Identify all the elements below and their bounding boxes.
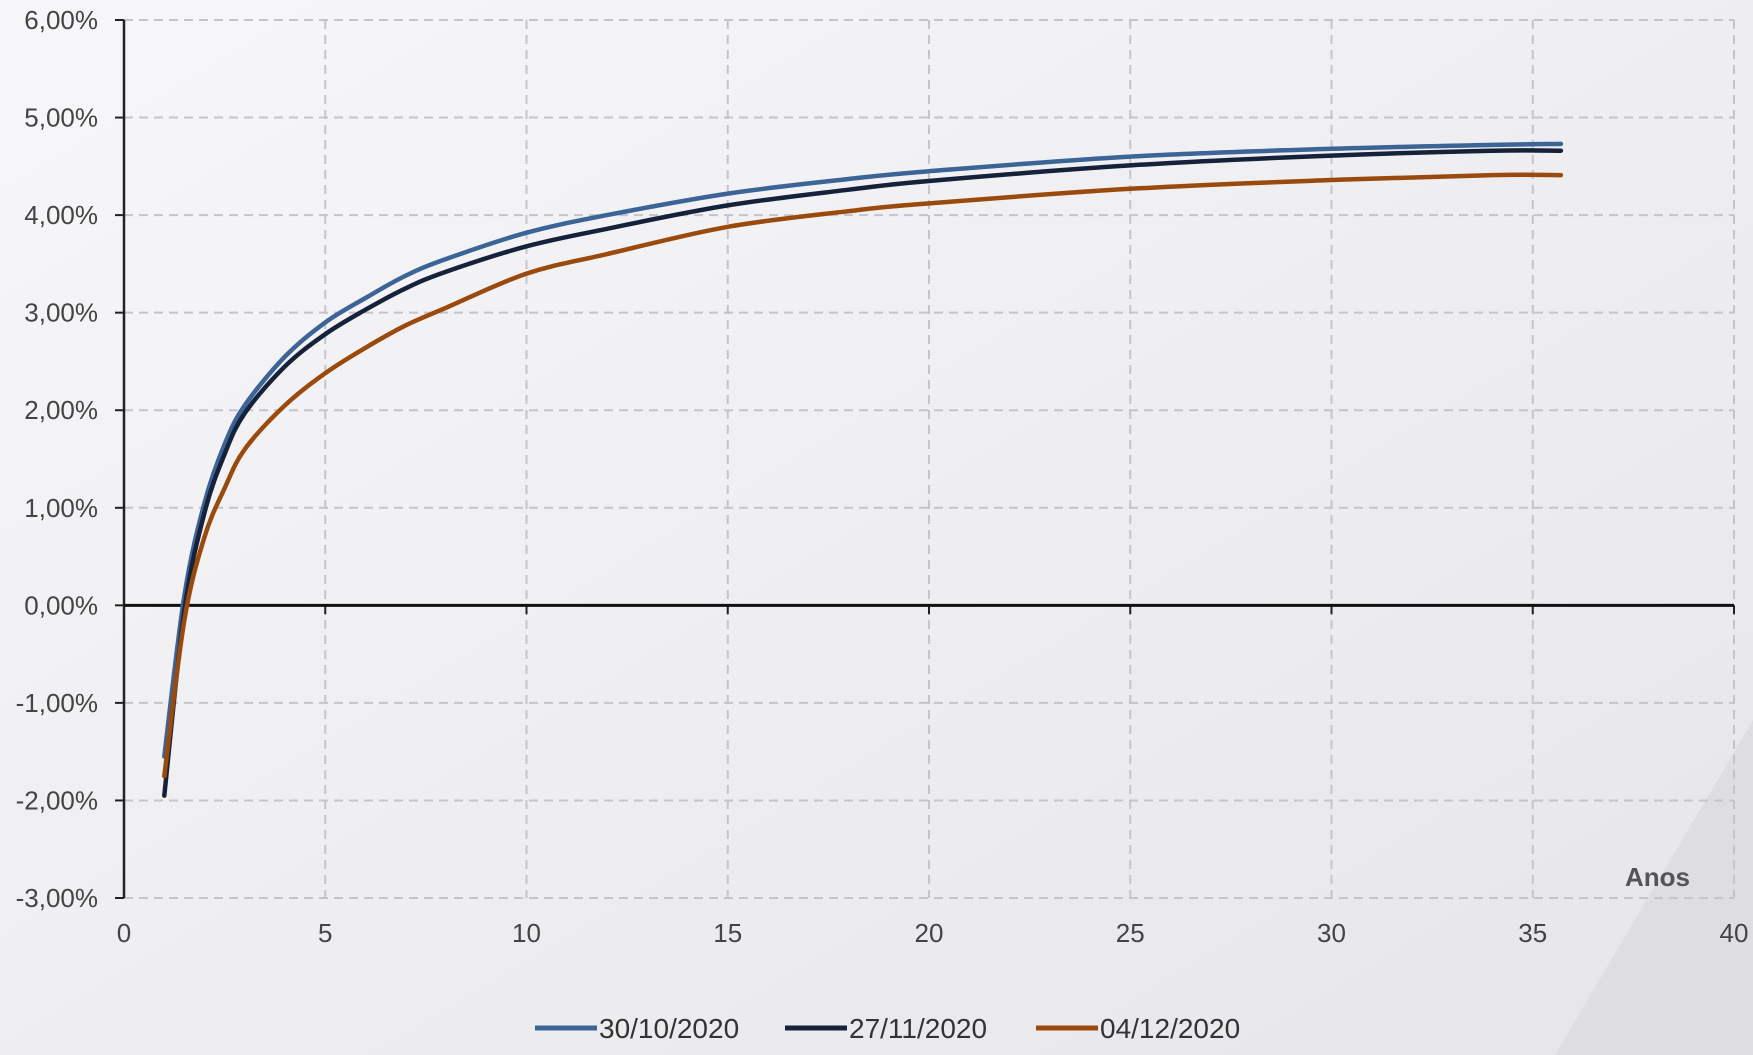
y-tick-label: -1,00% — [16, 688, 98, 718]
axes — [115, 19, 1735, 899]
x-tick-label: 30 — [1317, 918, 1346, 948]
x-tick-label: 15 — [713, 918, 742, 948]
y-tick-label: -2,00% — [16, 785, 98, 815]
legend-label-1: 30/10/2020 — [599, 1013, 739, 1044]
x-axis-title: Anos — [1625, 862, 1690, 892]
y-tick-label: 0,00% — [24, 590, 98, 620]
x-tick-label: 25 — [1116, 918, 1145, 948]
y-tick-label: 5,00% — [24, 103, 98, 133]
series-line-1 — [162, 141, 1564, 759]
legend: 30/10/2020 27/11/2020 04/12/2020 — [535, 1013, 1240, 1044]
legend-label-3: 04/12/2020 — [1100, 1013, 1240, 1044]
x-tick-label: 35 — [1518, 918, 1547, 948]
series-line-2 — [162, 148, 1564, 798]
x-tick-label: 0 — [117, 918, 131, 948]
tick-labels: -3,00% -2,00% -1,00% 0,00% 1,00% 2,00% 3,00% 4,… — [16, 5, 1749, 948]
background-corner-shape — [1555, 720, 1753, 1055]
x-tick-label: 5 — [318, 918, 332, 948]
series-lines — [162, 141, 1564, 798]
x-tick-label: 40 — [1720, 918, 1749, 948]
x-tick-label: 10 — [512, 918, 541, 948]
y-tick-label: 2,00% — [24, 395, 98, 425]
grid — [124, 19, 1735, 899]
y-tick-label: 3,00% — [24, 298, 98, 328]
x-tick-label: 20 — [915, 918, 944, 948]
y-tick-label: 4,00% — [24, 200, 98, 230]
y-tick-label: 6,00% — [24, 5, 98, 35]
series-line-3 — [162, 172, 1564, 779]
y-tick-label: 1,00% — [24, 493, 98, 523]
y-tick-label: -3,00% — [16, 883, 98, 913]
legend-label-2: 27/11/2020 — [849, 1013, 987, 1044]
